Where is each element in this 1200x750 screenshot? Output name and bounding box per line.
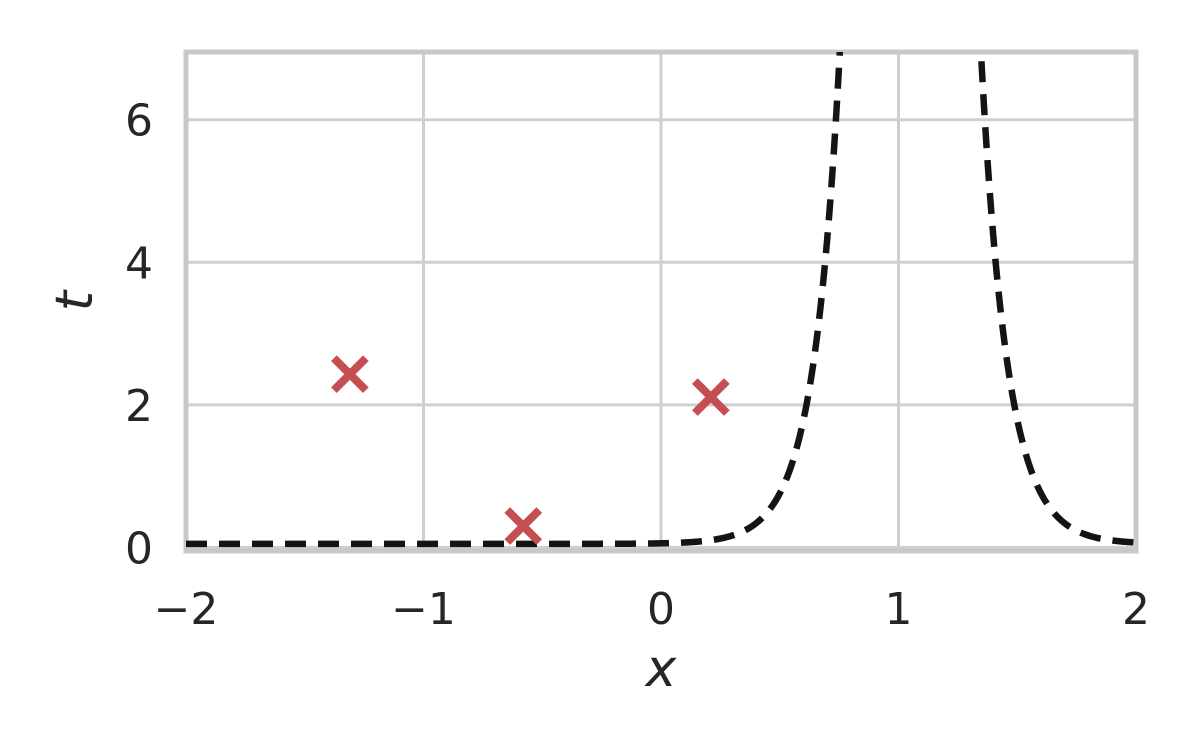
x-axis-label: x [644,639,678,699]
x-tick-label: 1 [885,584,913,635]
dashed-curve [186,52,1136,548]
x-tick-label: 2 [1122,584,1150,635]
y-tick-label: 0 [125,523,153,574]
y-tick-label: 6 [125,96,153,147]
tick-labels: −2 −1 0 1 2 0 2 4 6 [125,96,1150,635]
scatter-marker [331,355,369,394]
scatter-marker [692,378,730,416]
x-tick-label: −1 [391,584,456,635]
scatter-marker [504,507,543,545]
y-tick-label: 2 [125,381,153,432]
x-tick-label: −2 [154,584,219,635]
gridlines [184,52,1138,551]
x-tick-label: 0 [647,584,675,635]
y-tick-label: 4 [125,238,153,289]
plot-frame [183,49,1139,554]
scatter-layer [331,355,730,545]
curve-layer [186,52,1136,548]
y-axis-label: t [45,289,105,311]
